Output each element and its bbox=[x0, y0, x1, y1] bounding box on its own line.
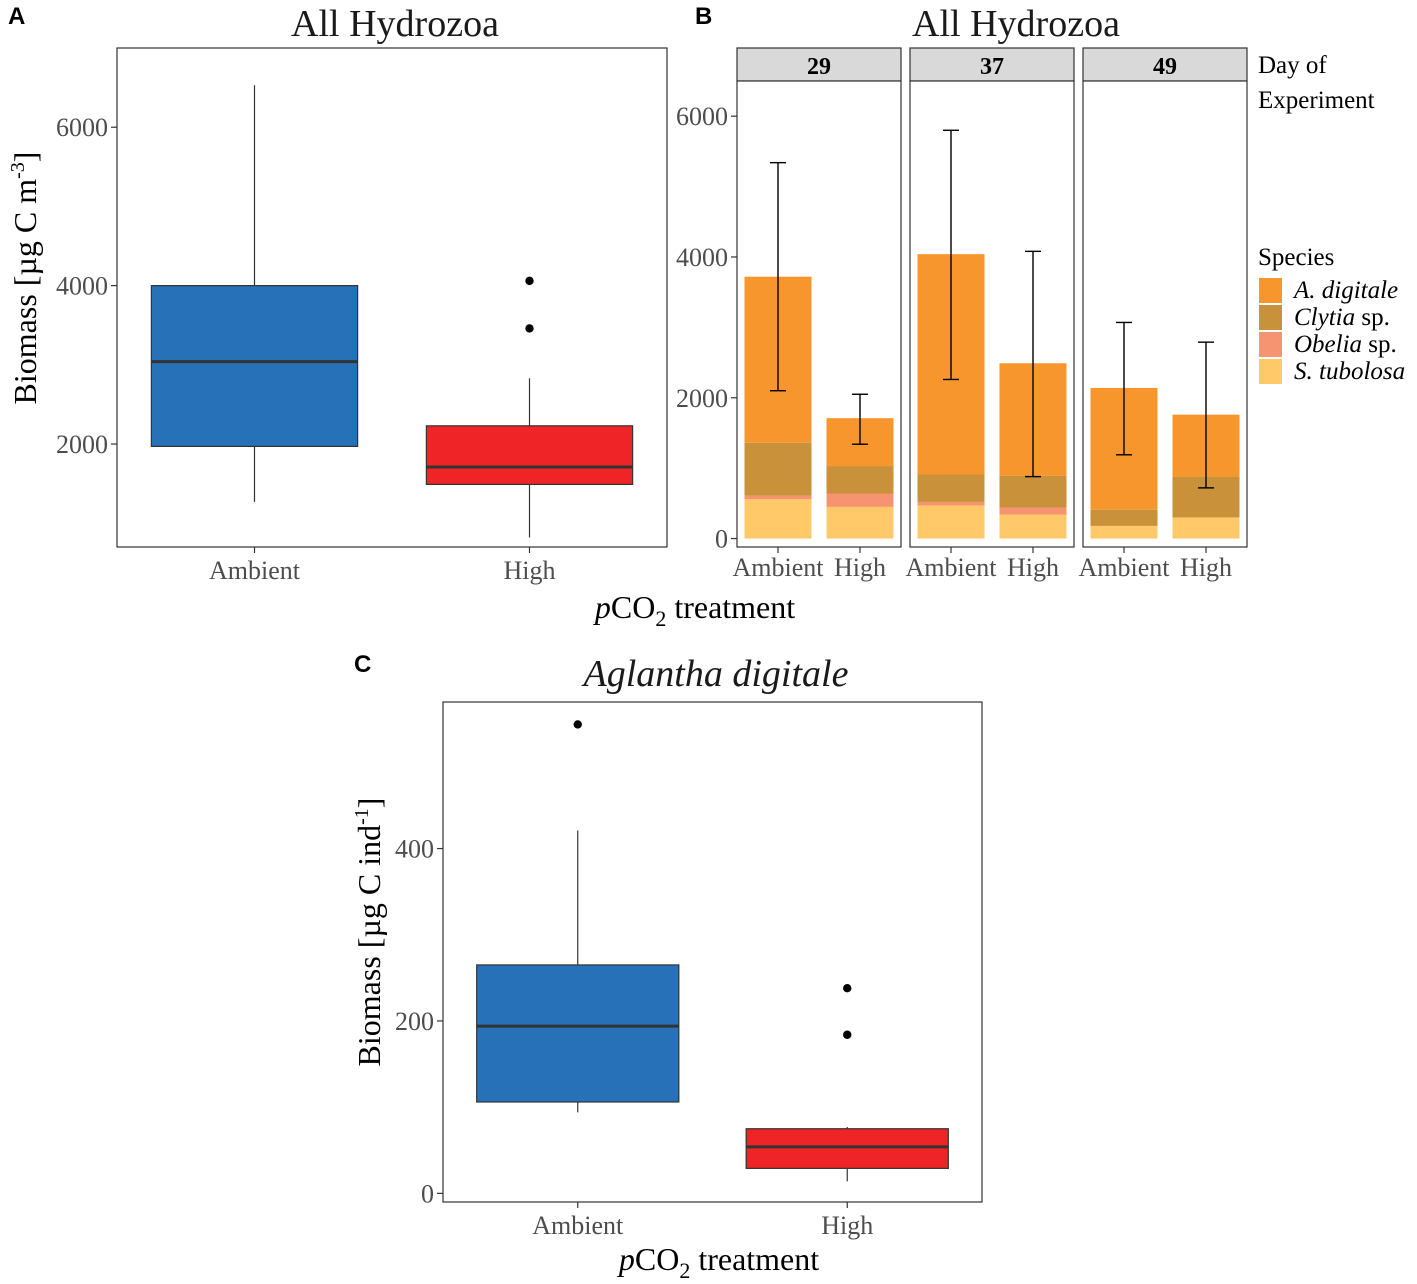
panel-c-title: Aglantha digitale bbox=[581, 653, 849, 695]
panel-a-x-ticks: Ambient High bbox=[209, 547, 556, 585]
panel-c-x-axis-title: pCO2 treatment bbox=[617, 1241, 819, 1283]
panel-c-y-tick-label: 200 bbox=[395, 1007, 434, 1036]
panel-b-title: All Hydrozoa bbox=[912, 3, 1120, 45]
panel-b-y-tick-label: 0 bbox=[715, 525, 728, 554]
legend-label-italic: S. tubolosa bbox=[1294, 358, 1405, 385]
bar-segment-s bbox=[826, 506, 894, 539]
panel-c-y-axis-title: Biomass [µg C ind-1] bbox=[351, 798, 387, 1067]
panel-b-y-tick-label: 2000 bbox=[676, 384, 728, 413]
bar-segment-clytia bbox=[999, 475, 1067, 508]
bar-segment-s bbox=[744, 499, 812, 539]
panel-b-x-tick-label: Ambient bbox=[906, 553, 998, 582]
panel-b-facet-caption: Day of bbox=[1258, 52, 1327, 79]
panel-b-x-tick-label: High bbox=[1007, 553, 1059, 582]
legend-label-italic: Obelia bbox=[1294, 331, 1362, 358]
panel-b-x-tick-label: High bbox=[1180, 553, 1232, 582]
bar-segment-obelia bbox=[826, 493, 894, 507]
bar-segment-s bbox=[999, 514, 1067, 539]
panel-a-y-tick-label: 2000 bbox=[56, 430, 108, 459]
panel-a-box-ambient bbox=[150, 285, 359, 448]
panel-c-y-tick-label: 0 bbox=[421, 1179, 434, 1208]
bar-segment-obelia bbox=[744, 495, 812, 500]
legend-swatch bbox=[1259, 278, 1282, 303]
panel-a-y-ticks: 2000 4000 6000 bbox=[56, 113, 117, 459]
legend-label: S. tubolosa bbox=[1294, 358, 1405, 385]
panel-b-x-tick-label: Ambient bbox=[733, 553, 825, 582]
panel-c-frame bbox=[442, 701, 983, 1203]
bar-segment-obelia bbox=[999, 507, 1067, 515]
panel-c-box-high bbox=[745, 1128, 949, 1169]
panel-a-y-tick-label: 4000 bbox=[56, 272, 108, 301]
panel-b-x-tick-label: Ambient bbox=[1079, 553, 1171, 582]
panel-a-box-high bbox=[425, 425, 634, 486]
bar-segment-clytia bbox=[744, 442, 812, 496]
legend-label: Obelia sp. bbox=[1294, 331, 1397, 358]
panel-b-y-ticks: 0 2000 4000 6000 bbox=[676, 102, 737, 554]
legend-label-rest: sp. bbox=[1362, 331, 1397, 358]
bar-segment-obelia bbox=[917, 501, 985, 506]
bar-segment-s bbox=[1172, 517, 1240, 539]
facet-day-37: 37 Ambient High bbox=[906, 47, 1075, 582]
facet-strip-label: 49 bbox=[1153, 54, 1177, 80]
panel-c-x-ticks: Ambient High bbox=[532, 1202, 873, 1240]
legend-title: Species bbox=[1258, 244, 1334, 271]
panel-b: B All Hydrozoa 29 Ambient High 37 Ambient Hig… bbox=[676, 3, 1405, 582]
panel-c-boxes bbox=[476, 720, 949, 1182]
panel-c-y-tick-label: 400 bbox=[395, 835, 434, 864]
panel-b-y-tick-label: 6000 bbox=[676, 102, 728, 131]
panel-b-x-tick-label: High bbox=[834, 553, 886, 582]
bar-segment-s bbox=[1090, 525, 1158, 539]
bar-segment-clytia bbox=[917, 474, 985, 502]
panel-a-letter: A bbox=[8, 3, 25, 30]
panel-a-y-axis-title: Biomass [µg C m-3] bbox=[7, 152, 43, 405]
panel-c-outlier-point bbox=[843, 984, 852, 993]
top-x-axis-title: pCO2 treatment bbox=[593, 589, 795, 631]
facet-strip bbox=[1082, 47, 1248, 82]
panel-a-title: All Hydrozoa bbox=[291, 3, 499, 45]
panel-a-x-tick-label: Ambient bbox=[209, 556, 301, 585]
legend-label-italic: Clytia bbox=[1294, 304, 1355, 331]
legend-label-rest: sp. bbox=[1355, 304, 1390, 331]
bar-segment-s bbox=[917, 505, 985, 539]
facet-day-49: 49 Ambient High bbox=[1079, 47, 1248, 582]
facet-strip-label: 37 bbox=[980, 54, 1004, 80]
panel-a-x-tick-label: High bbox=[504, 556, 556, 585]
panel-b-facet-caption-line2: Experiment bbox=[1258, 87, 1375, 114]
panel-b-y-tick-label: 4000 bbox=[676, 243, 728, 272]
panel-c-box-ambient bbox=[476, 964, 680, 1103]
facet-day-29: 29 Ambient High bbox=[733, 47, 902, 582]
legend-label: A. digitale bbox=[1292, 277, 1398, 304]
bar-segment-clytia bbox=[1090, 509, 1158, 526]
panel-c-letter: C bbox=[354, 651, 371, 678]
legend-label-italic: A. digitale bbox=[1292, 277, 1398, 304]
facet-strip-label: 29 bbox=[807, 54, 831, 80]
legend-swatch bbox=[1259, 332, 1282, 357]
panel-a-y-tick-label: 6000 bbox=[56, 113, 108, 142]
panel-c-y-ticks: 0 200 400 bbox=[395, 835, 443, 1208]
panel-b-facets: 29 Ambient High 37 Ambient High 49 Ambient High bbox=[733, 47, 1248, 582]
panel-c-outlier-point bbox=[843, 1030, 852, 1039]
panel-a-outlier-point bbox=[525, 276, 534, 286]
panel-a-boxes bbox=[150, 85, 634, 538]
facet-strip bbox=[909, 47, 1075, 82]
panel-c-x-tick-label: High bbox=[821, 1211, 873, 1240]
panel-b-letter: B bbox=[695, 3, 712, 30]
panel-a-frame bbox=[116, 47, 668, 548]
panel-c-outlier-point bbox=[573, 720, 582, 729]
legend-swatch bbox=[1259, 359, 1282, 384]
bar-segment-clytia bbox=[826, 466, 894, 494]
panel-c-x-tick-label: Ambient bbox=[532, 1211, 624, 1240]
legend-label: Clytia sp. bbox=[1294, 304, 1390, 331]
panel-a-outlier-point bbox=[525, 324, 534, 333]
legend-swatch bbox=[1259, 305, 1282, 330]
